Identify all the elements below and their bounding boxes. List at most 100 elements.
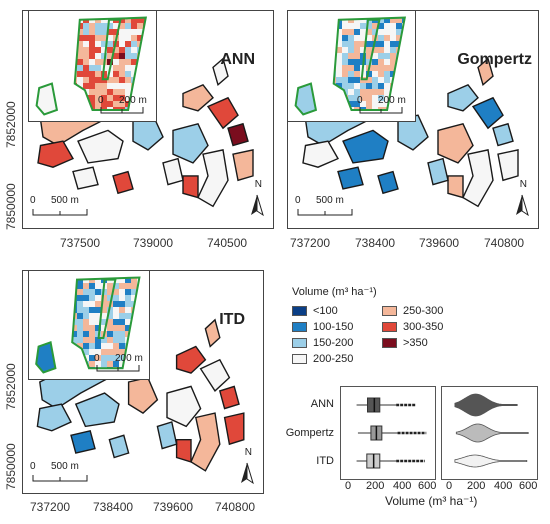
gompertz-scale-bar xyxy=(297,209,353,216)
ann-x-tick-3: 740500 xyxy=(207,236,248,250)
gompertz-stand-8 xyxy=(462,149,494,208)
gompertz-map-panel: Gompertz 0 500 m N 0 200 m xyxy=(287,10,539,229)
gompertz-stand-10 xyxy=(477,57,494,87)
box-gompertz xyxy=(357,425,427,441)
itd-map-panel: ITD 0 500 m N 0 200 m xyxy=(22,270,264,494)
distribution-x-axis-label: Volume (m³ ha⁻¹) xyxy=(385,494,478,508)
itd-scale-500: 500 m xyxy=(51,461,79,472)
gompertz-stand-7 xyxy=(437,122,474,164)
itd-stand-7 xyxy=(166,385,202,428)
gompertz-inset-stands xyxy=(294,16,407,116)
ann-stand-6 xyxy=(112,170,134,195)
legend-item-100-150: 100-150 xyxy=(292,321,353,333)
legend-swatch xyxy=(382,306,397,316)
itd-inset-map: 0 200 m xyxy=(28,271,150,380)
gompertz-scale-500: 500 m xyxy=(316,195,344,206)
itd-inset-small-stand xyxy=(35,340,57,374)
itd-stand-13 xyxy=(218,385,240,410)
box-x-tick-0: 0 xyxy=(345,480,352,492)
gompertz-stand-5 xyxy=(337,166,364,190)
ann-scale-zero: 0 xyxy=(30,195,36,206)
legend-item-300-350: 300-350 xyxy=(382,321,443,333)
violin-chart xyxy=(454,393,529,468)
gompertz-inset-small-stand xyxy=(294,82,318,116)
ann-y-tick-2: 7850000 xyxy=(4,183,18,230)
itd-inset-scale-zero: 0 xyxy=(94,353,100,364)
ann-inset-outline-large xyxy=(73,16,148,111)
itd-y-tick-2: 7850000 xyxy=(4,443,18,490)
violin-x-tick-400: 400 xyxy=(494,480,513,492)
ann-stand-8 xyxy=(197,149,229,208)
ann-stand-12 xyxy=(206,96,239,130)
ann-inset-scale-zero: 0 xyxy=(98,95,104,106)
gompertz-stand-11 xyxy=(447,83,479,112)
gompertz-inset-map: 0 200 m xyxy=(288,11,416,122)
ann-stand-15 xyxy=(162,157,184,186)
ann-stand-11 xyxy=(182,83,214,112)
gompertz-x-tick-2: 738400 xyxy=(355,236,396,250)
itd-inset-stands xyxy=(35,276,141,374)
itd-north-arrow-icon xyxy=(241,462,254,485)
ann-stands-map xyxy=(37,57,254,208)
gompertz-x-tick-1: 737200 xyxy=(290,236,331,250)
volume-legend: Volume (m³ ha⁻¹) <100 100-150 150-200 20… xyxy=(292,285,542,370)
box-x-tick-600: 600 xyxy=(418,480,437,492)
gompertz-x-tick-3: 739600 xyxy=(419,236,460,250)
ann-stand-2 xyxy=(37,140,74,168)
itd-stand-9 xyxy=(175,438,192,463)
gompertz-x-tick-4: 740800 xyxy=(484,236,525,250)
boxplot-panel xyxy=(340,386,436,480)
gompertz-stand-12 xyxy=(471,96,504,130)
itd-panel-title: ITD xyxy=(219,311,245,328)
box-x-tick-400: 400 xyxy=(393,480,412,492)
gompertz-stands-map xyxy=(302,57,519,208)
itd-stands-map xyxy=(36,318,245,472)
ann-north-label: N xyxy=(254,179,262,190)
itd-stand-12 xyxy=(199,358,231,392)
gompertz-stand-2 xyxy=(302,140,339,168)
itd-north-label: N xyxy=(244,447,252,458)
legend-title: Volume (m³ ha⁻¹) xyxy=(292,286,377,298)
box-x-tick-200: 200 xyxy=(366,480,385,492)
ann-north-arrow-icon xyxy=(251,194,264,217)
legend-swatch xyxy=(292,354,307,364)
itd-stand-8 xyxy=(190,412,221,472)
legend-item-lt100: <100 xyxy=(292,305,338,317)
ann-x-tick-2: 739000 xyxy=(133,236,174,250)
ann-y-tick-1: 7852000 xyxy=(4,101,18,148)
violin-x-tick-200: 200 xyxy=(467,480,486,492)
legend-swatch xyxy=(292,306,307,316)
box-ann xyxy=(356,397,416,413)
itd-stand-10 xyxy=(204,318,221,348)
ann-stand-5 xyxy=(72,166,99,190)
legend-item-150-200: 150-200 xyxy=(292,337,353,349)
method-label-ann: ANN xyxy=(310,398,334,410)
ann-inset-scale-bar xyxy=(100,107,144,114)
gompertz-north-arrow-icon xyxy=(516,194,529,217)
itd-scale-zero: 0 xyxy=(30,461,36,472)
itd-inset-divider xyxy=(97,278,117,339)
gompertz-scale-zero: 0 xyxy=(295,195,301,206)
method-label-itd: ITD xyxy=(316,455,334,467)
legend-swatch xyxy=(382,322,397,332)
itd-inset-scale-bar xyxy=(96,365,140,372)
gompertz-stand-13 xyxy=(492,122,514,147)
gompertz-north-label: N xyxy=(519,179,527,190)
legend-item-250-300: 250-300 xyxy=(382,305,443,317)
itd-stand-15 xyxy=(156,421,178,450)
ann-inset-small-stand xyxy=(35,82,59,116)
violin-panel xyxy=(441,386,538,480)
itd-stand-11 xyxy=(175,345,207,374)
boxplot-chart xyxy=(356,397,427,469)
itd-x-tick-3: 739600 xyxy=(153,500,194,514)
legend-swatch xyxy=(292,338,307,348)
method-label-gompertz: Gompertz xyxy=(285,427,334,439)
ann-stand-3 xyxy=(77,129,124,164)
box-itd xyxy=(356,453,425,469)
ann-stand-10 xyxy=(212,57,229,87)
gompertz-panel-title: Gompertz xyxy=(457,51,532,68)
ann-scale-bar xyxy=(32,209,88,216)
ann-scale-500: 500 m xyxy=(51,195,79,206)
ann-inset-stands xyxy=(35,16,148,116)
itd-scale-bar xyxy=(32,475,88,482)
